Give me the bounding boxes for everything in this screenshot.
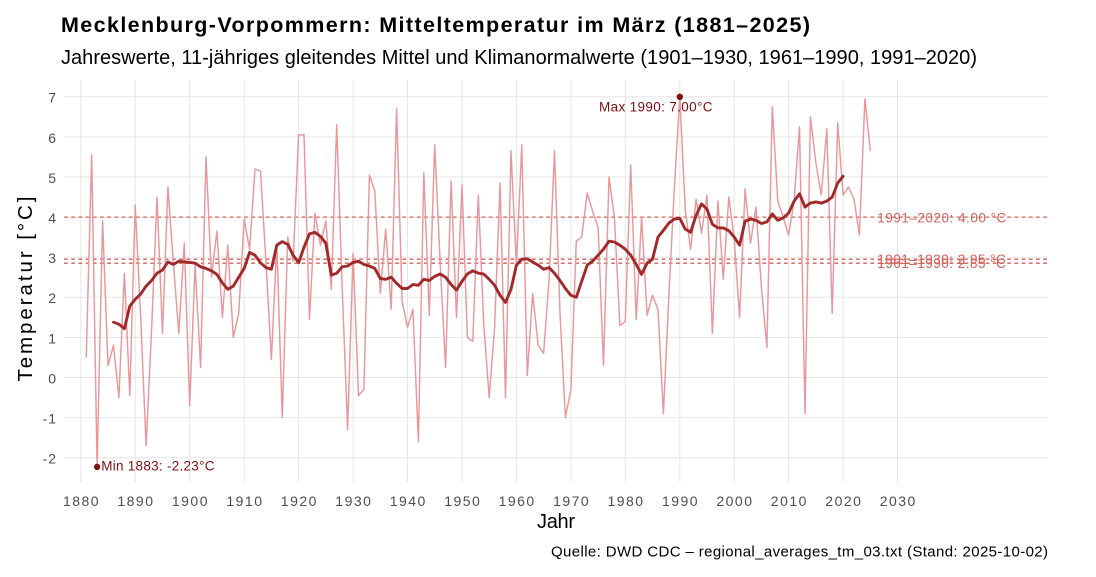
svg-text:0: 0 <box>48 370 56 386</box>
svg-text:1920: 1920 <box>281 493 317 509</box>
svg-text:Mecklenburg-Vorpommern: Mittel: Mecklenburg-Vorpommern: Mitteltemperatur… <box>61 13 810 37</box>
svg-text:6: 6 <box>48 130 56 146</box>
svg-text:Jahr: Jahr <box>537 511 575 533</box>
svg-text:2: 2 <box>48 290 56 306</box>
svg-text:5: 5 <box>48 170 56 186</box>
svg-text:1880: 1880 <box>63 493 99 509</box>
svg-text:Min 1883: -2.23°C: Min 1883: -2.23°C <box>101 459 215 474</box>
svg-text:7: 7 <box>48 90 56 106</box>
svg-text:Max 1990: 7.00°C: Max 1990: 7.00°C <box>599 100 713 115</box>
svg-text:-1: -1 <box>43 411 57 427</box>
svg-text:1900: 1900 <box>172 493 208 509</box>
svg-text:2020: 2020 <box>825 493 861 509</box>
svg-text:1980: 1980 <box>608 493 644 509</box>
svg-text:1890: 1890 <box>117 493 153 509</box>
svg-text:1: 1 <box>48 330 56 346</box>
svg-text:1990: 1990 <box>662 493 698 509</box>
svg-text:1930: 1930 <box>335 493 371 509</box>
svg-text:Jahreswerte, 11-jähriges gleit: Jahreswerte, 11-jähriges gleitendes Mitt… <box>61 47 977 69</box>
svg-text:1961–1990: 2.85 °C: 1961–1990: 2.85 °C <box>877 256 1006 271</box>
svg-text:3: 3 <box>48 250 56 266</box>
svg-text:1991–2020: 4.00 °C: 1991–2020: 4.00 °C <box>877 210 1006 225</box>
svg-text:4: 4 <box>48 210 56 226</box>
svg-text:1970: 1970 <box>553 493 589 509</box>
svg-text:Temperatur [°C]: Temperatur [°C] <box>14 197 37 382</box>
svg-text:1901–1930: 2.95 °C: 1901–1930: 2.95 °C <box>877 252 1006 267</box>
svg-text:-2: -2 <box>43 451 57 467</box>
svg-text:1910: 1910 <box>226 493 262 509</box>
svg-text:2030: 2030 <box>880 493 916 509</box>
svg-text:1940: 1940 <box>390 493 426 509</box>
svg-text:1950: 1950 <box>444 493 480 509</box>
svg-text:2000: 2000 <box>716 493 752 509</box>
svg-text:2010: 2010 <box>771 493 807 509</box>
svg-text:Quelle: DWD CDC – regional_ave: Quelle: DWD CDC – regional_averages_tm_0… <box>551 544 1048 561</box>
svg-text:1960: 1960 <box>499 493 535 509</box>
